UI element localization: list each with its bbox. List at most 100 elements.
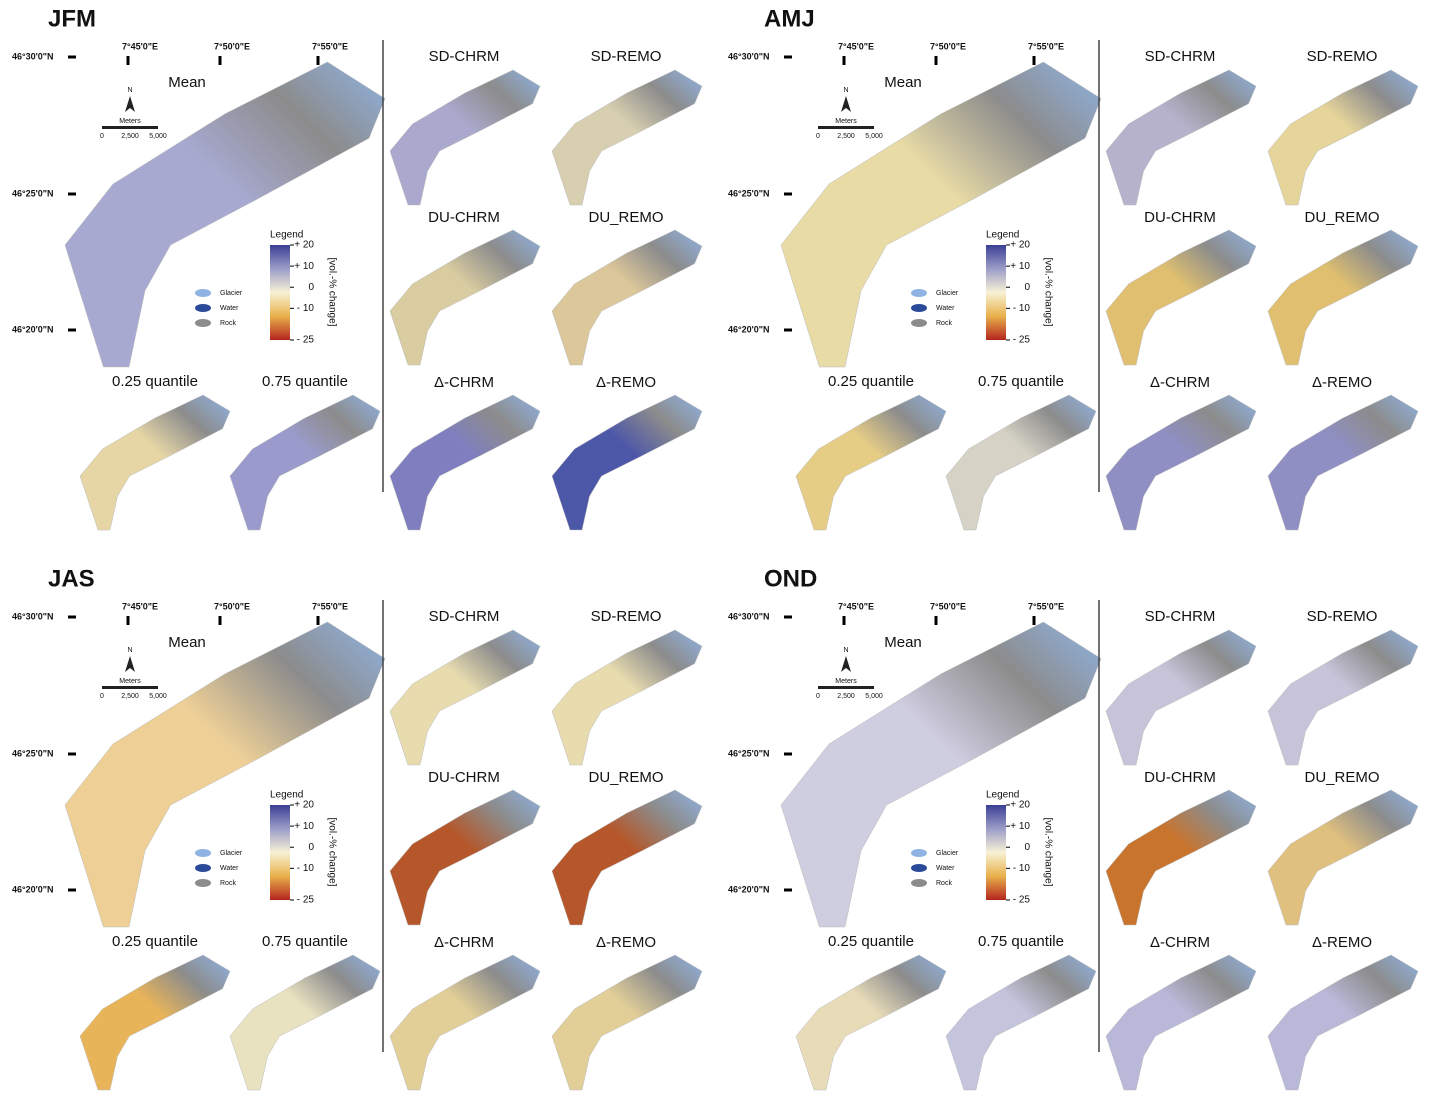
cover-label: Water [936,305,955,312]
map-label: Mean [168,74,206,91]
valley-map [552,395,702,530]
scale-bar [818,126,874,129]
valley-map [390,790,540,925]
cover-swatch [195,864,211,872]
lat-label: 46°20'0"N [728,324,770,334]
valley-map [1106,70,1256,205]
map-label: 0.25 quantile [828,933,914,950]
colorbar-axis-label: [vol.-% change] [1042,818,1053,887]
map-label: 0.25 quantile [112,373,198,390]
map-label: SD-REMO [1307,608,1378,625]
lat-label: 46°25'0"N [728,748,770,758]
colorbar [270,805,290,900]
cover-swatch [911,864,927,872]
valley-map [946,955,1096,1090]
map-label: 0.25 quantile [112,933,198,950]
valley-map [946,395,1096,530]
lon-label: 7°55'0"E [1028,601,1064,611]
valley-map [1268,70,1418,205]
valley-map [552,230,702,365]
scale-tick: 5,000 [149,693,167,700]
cover-swatch [195,849,211,857]
map-label: DU_REMO [1304,209,1379,226]
cover-label: Water [936,865,955,872]
cover-swatch [195,879,211,887]
map-label: Δ-REMO [596,934,656,951]
cover-label: Rock [936,880,952,887]
cover-swatch [195,304,211,312]
map-label: Δ-CHRM [434,374,494,391]
valley-map [230,395,380,530]
valley-map [796,955,946,1090]
scale-unit: Meters [119,678,141,685]
map-label: SD-CHRM [1145,608,1216,625]
map-label: Mean [168,634,206,651]
lat-label: 46°30'0"N [728,51,770,61]
colorbar-label: - 10 [297,303,315,314]
lon-label: 7°45'0"E [838,41,874,51]
lat-label: 46°30'0"N [12,611,54,621]
valley-map [390,70,540,205]
colorbar-label: - 10 [1013,863,1031,874]
lat-label: 46°30'0"N [12,51,54,61]
map-label: 0.75 quantile [262,933,348,950]
scale-unit: Meters [835,678,857,685]
cover-label: Glacier [936,850,959,857]
map-label: Mean [884,634,922,651]
valley-map [1106,630,1256,765]
map-label: SD-REMO [591,608,662,625]
map-label: DU_REMO [588,769,663,786]
valley-map [1268,395,1418,530]
colorbar-label: + 20 [294,800,314,811]
map-label: Δ-CHRM [434,934,494,951]
lat-label: 46°25'0"N [728,188,770,198]
map-label: 0.75 quantile [978,933,1064,950]
lat-label: 46°20'0"N [728,884,770,894]
valley-map [1106,790,1256,925]
scale-bar [102,126,158,129]
map-label: DU_REMO [588,209,663,226]
panel-title: JFM [48,5,96,32]
colorbar [986,805,1006,900]
map-label: Δ-CHRM [1150,374,1210,391]
cover-label: Rock [220,320,236,327]
colorbar-axis-label: [vol.-% change] [1042,258,1053,327]
colorbar-label: - 10 [1013,303,1031,314]
scale-tick: 2,500 [837,133,855,140]
valley-map [230,955,380,1090]
map-label: DU_REMO [1304,769,1379,786]
scale-tick: 5,000 [865,133,883,140]
colorbar-label: 0 [1024,282,1030,293]
valley-map [390,630,540,765]
valley-map [390,955,540,1090]
north-arrow [125,656,135,672]
scale-tick: 2,500 [121,133,139,140]
map-label: DU-CHRM [1144,209,1216,226]
valley-map [1106,395,1256,530]
cover-label: Glacier [936,290,959,297]
colorbar-axis-label: [vol.-% change] [326,258,337,327]
cover-swatch [195,319,211,327]
north-arrow [125,96,135,112]
lat-label: 46°25'0"N [12,748,54,758]
scale-tick: 0 [100,133,104,140]
map-label: 0.75 quantile [262,373,348,390]
lon-label: 7°50'0"E [214,41,250,51]
cover-label: Rock [220,880,236,887]
cover-swatch [911,289,927,297]
map-label: Mean [884,74,922,91]
cover-swatch [911,879,927,887]
lon-label: 7°50'0"E [214,601,250,611]
map-label: 0.25 quantile [828,373,914,390]
north: N [127,87,132,94]
panel-title: JAS [48,565,95,592]
map-label: Δ-REMO [596,374,656,391]
map-label: Δ-REMO [1312,934,1372,951]
valley-map [1268,790,1418,925]
scale-unit: Meters [835,118,857,125]
map-label: Δ-REMO [1312,374,1372,391]
colorbar-label: - 10 [297,863,315,874]
map-label: DU-CHRM [428,769,500,786]
